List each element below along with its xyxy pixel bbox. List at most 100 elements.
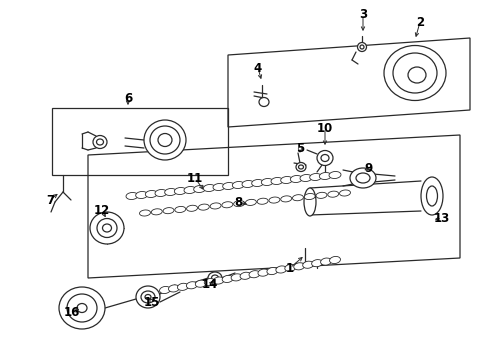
Text: 11: 11	[187, 171, 203, 184]
Ellipse shape	[293, 195, 303, 201]
Ellipse shape	[151, 209, 162, 215]
Ellipse shape	[212, 275, 219, 281]
Ellipse shape	[160, 287, 171, 293]
Ellipse shape	[198, 204, 209, 210]
Ellipse shape	[196, 280, 206, 287]
Ellipse shape	[234, 201, 245, 207]
Ellipse shape	[213, 184, 225, 190]
Ellipse shape	[102, 224, 112, 232]
Ellipse shape	[165, 189, 177, 195]
Text: 12: 12	[94, 203, 110, 216]
Ellipse shape	[175, 206, 186, 212]
Ellipse shape	[222, 202, 233, 208]
Text: 5: 5	[296, 141, 304, 154]
Ellipse shape	[208, 272, 222, 284]
Ellipse shape	[310, 174, 321, 180]
Ellipse shape	[90, 212, 124, 244]
Text: 10: 10	[317, 122, 333, 135]
Ellipse shape	[340, 190, 350, 196]
Ellipse shape	[126, 193, 138, 199]
Ellipse shape	[356, 173, 370, 183]
Ellipse shape	[269, 197, 280, 203]
Text: 8: 8	[234, 195, 242, 208]
Ellipse shape	[169, 285, 179, 292]
Ellipse shape	[145, 294, 151, 300]
Ellipse shape	[358, 42, 367, 51]
Ellipse shape	[136, 286, 160, 308]
Ellipse shape	[155, 189, 167, 197]
Ellipse shape	[296, 162, 306, 171]
Ellipse shape	[93, 135, 107, 148]
Text: 13: 13	[434, 211, 450, 225]
Text: 1: 1	[286, 261, 294, 274]
Ellipse shape	[177, 283, 188, 291]
Ellipse shape	[140, 210, 150, 216]
Ellipse shape	[204, 279, 215, 286]
Ellipse shape	[329, 171, 341, 179]
Ellipse shape	[242, 180, 254, 188]
Ellipse shape	[59, 287, 105, 329]
Ellipse shape	[222, 275, 233, 283]
Ellipse shape	[141, 291, 155, 303]
Ellipse shape	[186, 282, 197, 289]
Ellipse shape	[184, 186, 196, 194]
Ellipse shape	[281, 176, 293, 184]
Ellipse shape	[298, 165, 303, 169]
Ellipse shape	[300, 175, 312, 181]
Ellipse shape	[328, 191, 339, 197]
Ellipse shape	[285, 264, 296, 271]
Ellipse shape	[257, 198, 268, 204]
Ellipse shape	[222, 183, 235, 189]
Ellipse shape	[303, 261, 314, 268]
Ellipse shape	[150, 126, 180, 154]
Ellipse shape	[316, 192, 327, 198]
Ellipse shape	[271, 177, 283, 185]
Text: 9: 9	[364, 162, 372, 175]
Ellipse shape	[77, 303, 87, 312]
Ellipse shape	[258, 269, 269, 276]
Ellipse shape	[97, 139, 103, 145]
Ellipse shape	[158, 134, 172, 147]
Ellipse shape	[312, 260, 322, 267]
Ellipse shape	[245, 199, 256, 206]
Ellipse shape	[240, 272, 251, 279]
Ellipse shape	[304, 193, 315, 199]
Ellipse shape	[321, 154, 329, 162]
Ellipse shape	[320, 258, 332, 265]
Ellipse shape	[421, 177, 443, 215]
Ellipse shape	[304, 188, 316, 216]
Ellipse shape	[408, 67, 426, 83]
Ellipse shape	[267, 267, 278, 275]
Ellipse shape	[249, 271, 260, 278]
Ellipse shape	[281, 196, 292, 202]
Ellipse shape	[384, 45, 446, 100]
Ellipse shape	[144, 120, 186, 160]
Ellipse shape	[163, 208, 174, 214]
Ellipse shape	[203, 184, 215, 192]
Ellipse shape	[146, 190, 157, 198]
Ellipse shape	[213, 277, 224, 284]
Ellipse shape	[317, 150, 333, 166]
Ellipse shape	[319, 172, 331, 180]
Ellipse shape	[252, 180, 264, 186]
Ellipse shape	[232, 181, 245, 189]
Ellipse shape	[393, 53, 437, 93]
Ellipse shape	[194, 185, 206, 193]
Ellipse shape	[360, 45, 364, 49]
Text: 3: 3	[359, 8, 367, 21]
Ellipse shape	[210, 203, 221, 209]
Text: 2: 2	[416, 15, 424, 28]
Text: 14: 14	[202, 279, 218, 292]
Ellipse shape	[259, 98, 269, 107]
Text: 6: 6	[124, 91, 132, 104]
Ellipse shape	[97, 219, 117, 238]
Text: 4: 4	[254, 62, 262, 75]
Ellipse shape	[136, 192, 147, 198]
Text: 15: 15	[144, 296, 160, 309]
Ellipse shape	[261, 179, 273, 185]
Ellipse shape	[294, 263, 305, 270]
Ellipse shape	[276, 266, 287, 273]
Ellipse shape	[426, 186, 438, 206]
Text: 7: 7	[46, 194, 54, 207]
Ellipse shape	[174, 188, 186, 194]
